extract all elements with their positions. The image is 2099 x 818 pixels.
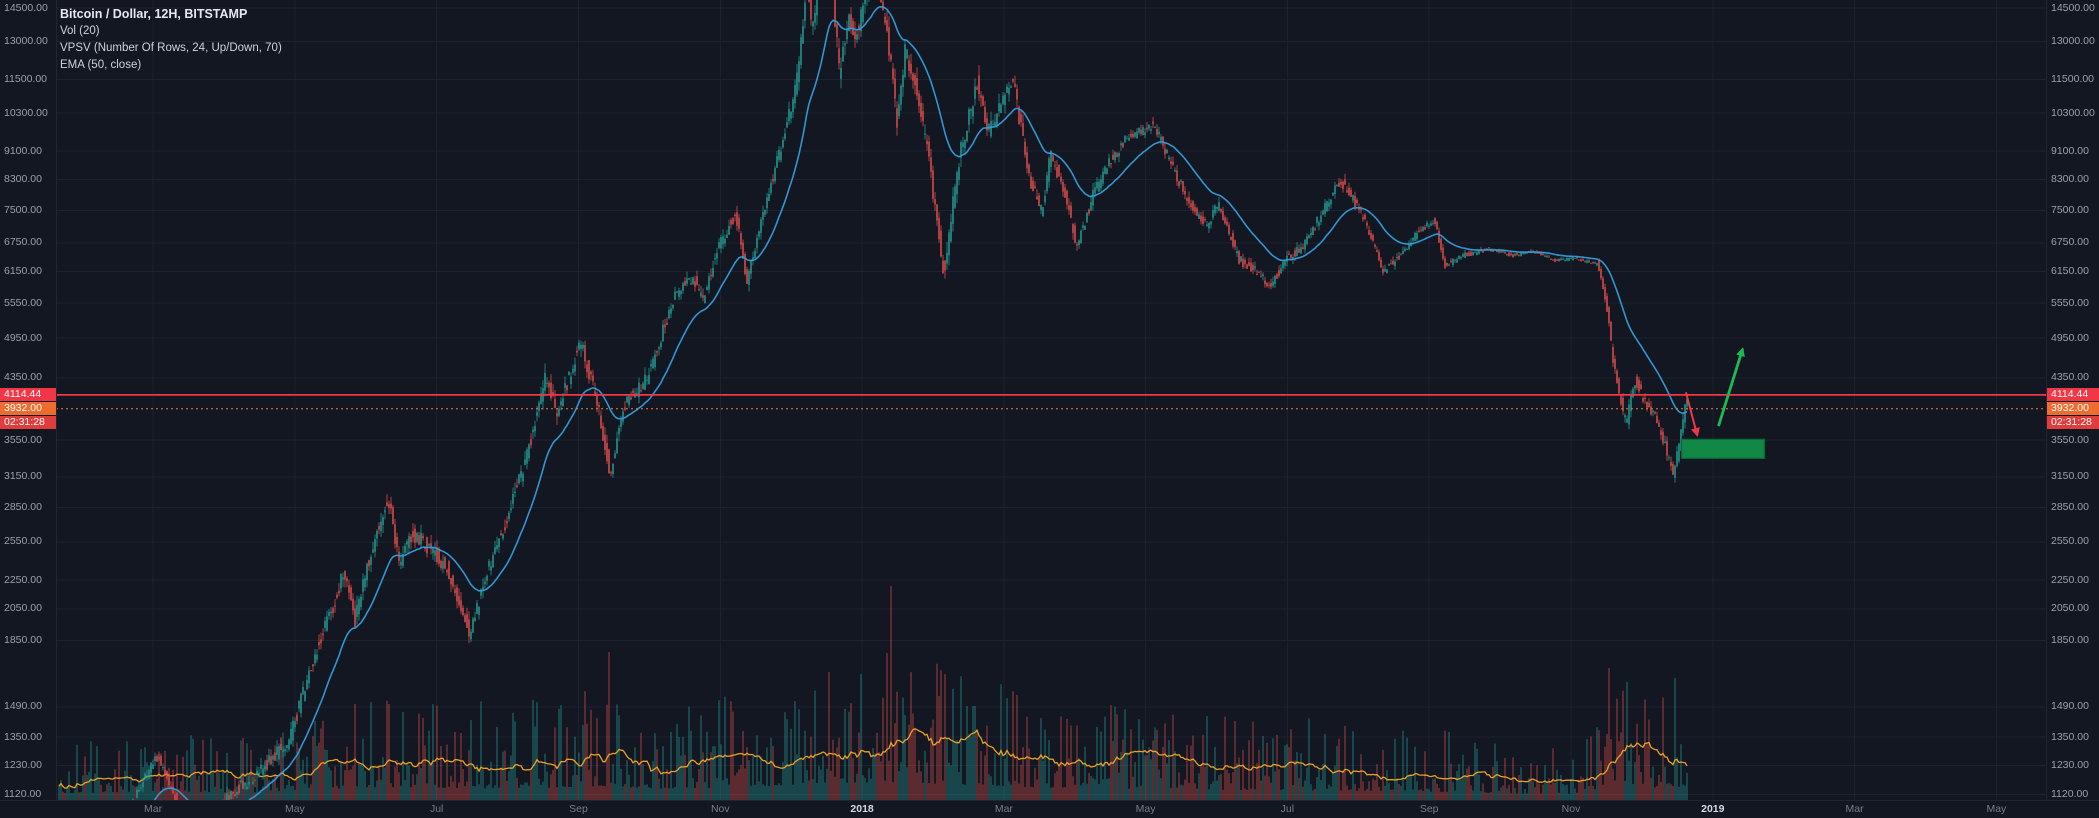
pullback-arrow-drawing[interactable] [1684, 391, 1700, 438]
time-label-month: Mar [144, 803, 163, 815]
volume-bars-down [62, 586, 1674, 800]
bar-countdown-label: 02:31:28 [0, 415, 56, 429]
candle-bodies-up [132, 0, 1688, 800]
candle-wicks-down [134, 0, 1674, 800]
price-tick: 6150.00 [2051, 265, 2089, 277]
price-tick: 14500.00 [2051, 1, 2095, 14]
price-tick: 7500.00 [2051, 204, 2089, 216]
price-tick: 1120.00 [4, 788, 42, 800]
price-tick: 1850.00 [2051, 633, 2089, 646]
price-tick: 11500.00 [4, 72, 48, 85]
price-tick: 4950.00 [2051, 331, 2089, 344]
time-label-month: Mar [994, 803, 1013, 815]
price-tick: 13000.00 [4, 35, 48, 48]
time-label-month: May [284, 803, 305, 815]
ema-line [153, 5, 1688, 800]
price-chart-canvas[interactable] [56, 0, 2046, 800]
time-label-year: 2018 [850, 803, 874, 815]
price-tick: 1230.00 [2051, 759, 2089, 772]
price-tick: 2550.00 [2051, 535, 2089, 548]
target-zone-rect[interactable] [1680, 438, 1766, 459]
current-price-label: 3932.00 [0, 402, 56, 416]
time-label-month: Sep [569, 803, 588, 815]
price-tick: 1350.00 [4, 730, 42, 743]
price-tick: 1120.00 [2051, 788, 2089, 800]
price-tick: 4350.00 [4, 371, 42, 384]
price-tick: 2050.00 [4, 602, 42, 615]
price-tick: 1850.00 [4, 633, 42, 646]
candle-bodies-down [156, 0, 1674, 800]
symbol-title[interactable]: Bitcoin / Dollar, 12H, BITSTAMP [60, 7, 248, 21]
price-tick: 2850.00 [2051, 501, 2089, 514]
current-price-label: 3932.00 [2047, 402, 2099, 416]
price-tick: 2250.00 [2051, 573, 2089, 586]
time-label-month: May [1135, 803, 1156, 815]
time-label-year: 2019 [1701, 803, 1725, 815]
price-tick: 5550.00 [2051, 296, 2089, 309]
price-tick: 8300.00 [2051, 172, 2089, 185]
time-axis[interactable]: Mar May Jul Sep Nov 2018 Mar May Jul Sep Nov 2019 Ma… [0, 800, 2099, 818]
bullish-arrow-drawing[interactable] [1717, 347, 1745, 427]
price-tick: 3550.00 [4, 433, 42, 446]
price-tick: 1490.00 [2051, 700, 2089, 713]
volume-ma-line [58, 728, 1688, 789]
price-tick: 6750.00 [4, 236, 42, 249]
price-axis-right[interactable]: 14500.00 13000.00 11500.00 10300.00 9100.00 8… [2046, 0, 2099, 800]
price-tick: 10300.00 [4, 106, 48, 119]
price-tick: 6750.00 [2051, 236, 2089, 249]
indicator-ema[interactable]: EMA (50, close) [60, 59, 142, 71]
price-axis-left[interactable]: 14500.00 13000.00 11500.00 10300.00 9100.00 8… [0, 0, 57, 800]
legend-panel: Bitcoin / Dollar, 12H, BITSTAMP Vol (20)… [60, 5, 282, 74]
price-tick: 13000.00 [2051, 35, 2095, 48]
hline-price-label: 4114.44 [2047, 388, 2099, 402]
price-tick: 3150.00 [4, 470, 42, 483]
price-tick: 3150.00 [2051, 470, 2089, 483]
time-label-month: Mar [1845, 803, 1864, 815]
price-tick: 9100.00 [2051, 144, 2089, 157]
price-tick: 1490.00 [4, 700, 42, 713]
price-tick: 2550.00 [4, 535, 42, 548]
price-tick: 1350.00 [2051, 730, 2089, 743]
price-tick: 4950.00 [4, 331, 42, 344]
grid-layer [56, 0, 2046, 800]
price-tick: 2850.00 [4, 501, 42, 514]
price-tick: 3550.00 [2051, 433, 2089, 446]
time-label-month: May [1986, 803, 2007, 815]
indicator-vpsv[interactable]: VPSV (Number Of Rows, 24, Up/Down, 70) [60, 42, 282, 54]
price-tick: 4350.00 [2051, 371, 2089, 384]
price-tick: 10300.00 [2051, 106, 2095, 119]
price-tick: 14500.00 [4, 1, 48, 14]
time-label-month: Sep [1419, 803, 1439, 815]
time-label-month: Nov [1561, 803, 1581, 815]
price-tick: 7500.00 [4, 204, 42, 216]
bar-countdown-label: 02:31:28 [2047, 415, 2099, 429]
price-tick: 5550.00 [4, 296, 42, 309]
time-label-month: Jul [1280, 803, 1295, 815]
time-label-month: Jul [429, 803, 444, 815]
price-tick: 1230.00 [4, 759, 42, 772]
price-tick: 2250.00 [4, 573, 42, 586]
price-tick: 6150.00 [4, 265, 42, 277]
candle-wicks-up [132, 0, 1688, 800]
price-tick: 11500.00 [2051, 72, 2095, 85]
price-tick: 9100.00 [4, 144, 42, 157]
hline-price-label: 4114.44 [0, 388, 56, 402]
indicator-volume[interactable]: Vol (20) [60, 25, 100, 37]
price-tick: 8300.00 [4, 172, 42, 185]
price-tick: 2050.00 [2051, 602, 2089, 615]
time-label-month: Nov [710, 803, 730, 815]
